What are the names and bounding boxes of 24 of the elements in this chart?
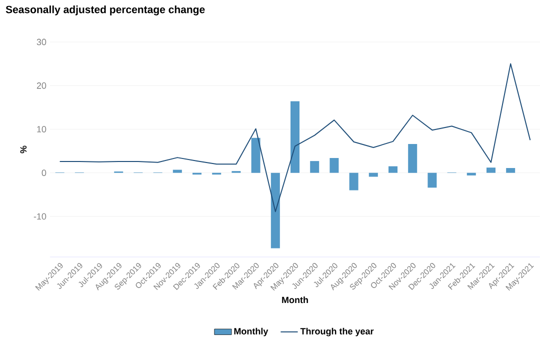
bar	[349, 172, 358, 190]
bar	[251, 138, 260, 173]
bar	[408, 144, 418, 173]
y-tick-label: 20	[36, 82, 46, 89]
bar	[310, 161, 320, 173]
bar	[330, 158, 339, 173]
line-series	[59, 63, 531, 212]
bar	[506, 168, 516, 173]
y-tick-label: 0	[42, 170, 46, 176]
bar	[290, 101, 300, 173]
bar	[486, 168, 496, 173]
x-axis-title: Month	[282, 296, 308, 304]
y-tick-label: -10	[34, 213, 46, 220]
legend-label: Monthly	[234, 328, 268, 336]
bar	[466, 172, 476, 176]
bar	[270, 172, 280, 248]
chart-title: Seasonally adjusted percentage change	[6, 6, 205, 16]
bar	[388, 166, 398, 173]
bar	[172, 170, 182, 173]
y-tick-label: 30	[36, 38, 46, 46]
y-axis-title: %	[20, 146, 27, 154]
y-tick-label: 10	[37, 126, 46, 132]
bar	[428, 172, 437, 188]
legend-label: Through the year	[300, 328, 374, 336]
